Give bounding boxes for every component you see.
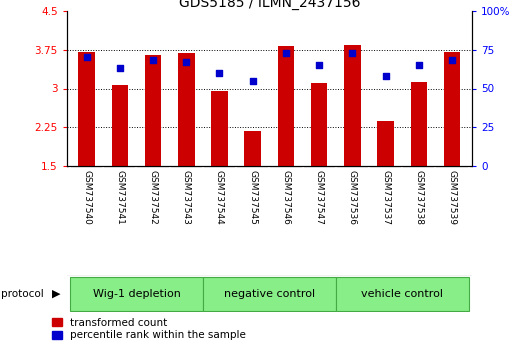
Point [282, 50, 290, 56]
Bar [377, 121, 394, 166]
Point [382, 73, 390, 79]
Bar [211, 91, 228, 166]
Bar [111, 85, 128, 166]
Bar [278, 46, 294, 166]
Text: GSM737538: GSM737538 [415, 170, 423, 225]
Text: GSM737537: GSM737537 [381, 170, 390, 225]
Text: GSM737536: GSM737536 [348, 170, 357, 225]
Text: GSM737540: GSM737540 [82, 170, 91, 224]
Text: Wig-1 depletion: Wig-1 depletion [92, 289, 181, 299]
Text: GSM737542: GSM737542 [149, 170, 157, 224]
Text: ▶: ▶ [52, 289, 61, 299]
Bar [244, 131, 261, 166]
Point [249, 78, 257, 84]
Point [83, 55, 91, 60]
Text: GSM737545: GSM737545 [248, 170, 257, 224]
Bar [444, 52, 460, 166]
Text: GSM737543: GSM737543 [182, 170, 191, 224]
Bar [78, 52, 95, 166]
Point [182, 59, 190, 65]
Text: GSM737547: GSM737547 [314, 170, 324, 224]
Text: GSM737539: GSM737539 [447, 170, 457, 225]
Text: negative control: negative control [224, 289, 315, 299]
Legend: transformed count, percentile rank within the sample: transformed count, percentile rank withi… [51, 317, 247, 341]
Title: GDS5185 / ILMN_2437156: GDS5185 / ILMN_2437156 [179, 0, 360, 10]
Text: protocol: protocol [1, 289, 43, 299]
Point [315, 62, 323, 68]
Bar [336, 277, 469, 311]
Text: GSM737546: GSM737546 [282, 170, 290, 224]
Bar [203, 277, 336, 311]
Bar [311, 83, 327, 166]
Bar [178, 53, 194, 166]
Text: vehicle control: vehicle control [361, 289, 443, 299]
Point [415, 62, 423, 68]
Bar [344, 45, 361, 166]
Text: GSM737544: GSM737544 [215, 170, 224, 224]
Point [116, 65, 124, 71]
Point [348, 50, 357, 56]
Bar [70, 277, 203, 311]
Point [448, 58, 456, 63]
Bar [410, 82, 427, 166]
Text: GSM737541: GSM737541 [115, 170, 124, 224]
Point [215, 70, 224, 76]
Bar [145, 55, 162, 166]
Point [149, 58, 157, 63]
